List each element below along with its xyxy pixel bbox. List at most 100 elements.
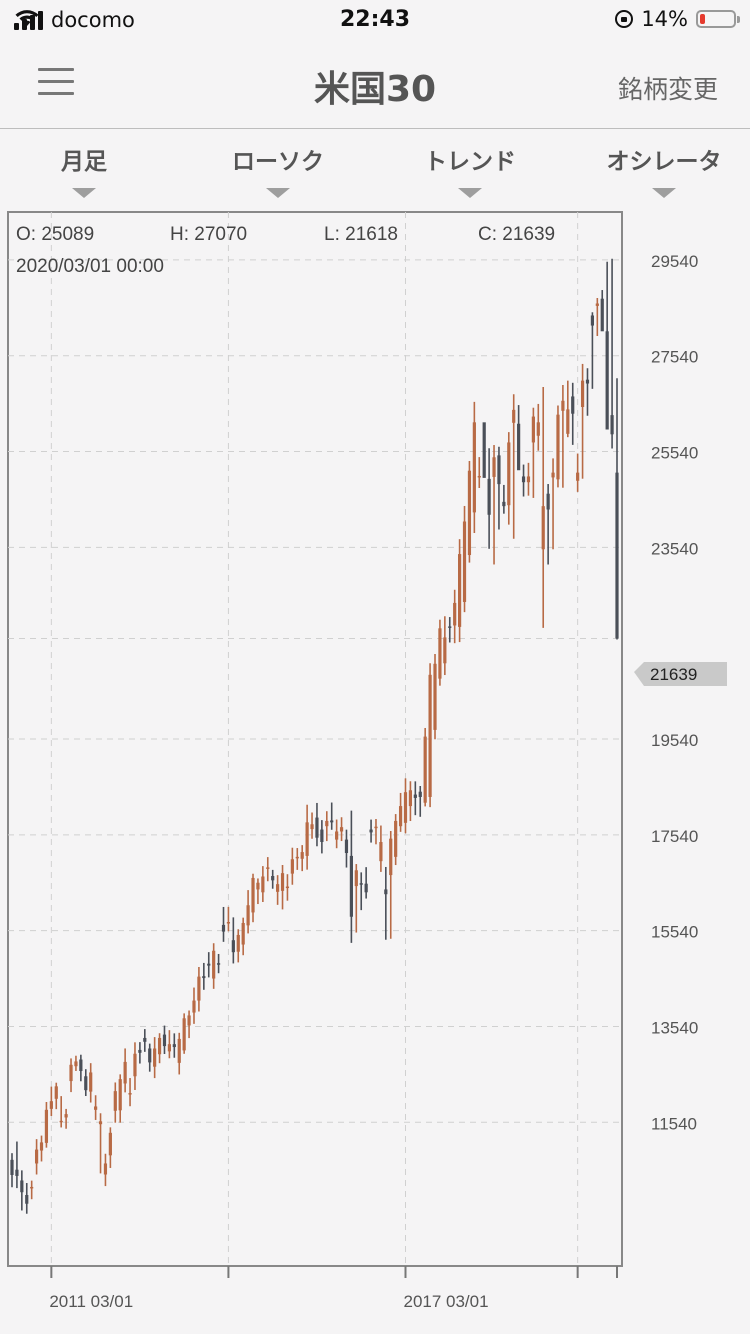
candle xyxy=(280,865,285,910)
candle-body xyxy=(600,298,604,332)
candle xyxy=(59,1096,63,1128)
candle-body xyxy=(94,1106,98,1110)
change-symbol-button[interactable]: 銘柄変更 xyxy=(617,75,718,104)
candle xyxy=(49,1086,53,1116)
tab-oscillator[interactable]: オシレータ xyxy=(594,142,734,198)
candle-body xyxy=(433,663,437,730)
y-tick-label: 11540 xyxy=(651,1114,697,1133)
y-tick-label: 15540 xyxy=(651,923,698,942)
candle xyxy=(167,1030,171,1059)
candle-body xyxy=(541,506,545,550)
candle xyxy=(241,917,245,956)
candle-body xyxy=(162,1034,167,1047)
candle xyxy=(271,869,275,889)
candle-body xyxy=(487,478,491,515)
candle xyxy=(374,819,378,845)
candle-body xyxy=(497,455,501,485)
x-tick-label: 2017 03/01 xyxy=(403,1292,488,1311)
candle-body xyxy=(477,475,481,478)
candle-body xyxy=(580,380,585,407)
candle xyxy=(108,1127,112,1168)
candle xyxy=(477,457,481,489)
candle-body xyxy=(246,905,250,926)
candle xyxy=(64,1108,68,1129)
tab-oscillator-label: オシレータ xyxy=(606,149,722,175)
ohlc-open: O: 25089 xyxy=(16,224,94,245)
candle-body xyxy=(108,1132,112,1156)
candle-body xyxy=(443,637,447,664)
candle-body xyxy=(143,1037,147,1042)
candle-body xyxy=(202,976,206,979)
candle xyxy=(34,1139,39,1175)
candle xyxy=(458,539,462,643)
candle-body xyxy=(271,876,275,881)
candle-body xyxy=(89,1072,93,1092)
candle-body xyxy=(394,820,398,857)
ohlc-low: L: 21618 xyxy=(324,224,398,245)
candle xyxy=(79,1054,83,1082)
candle xyxy=(10,1153,14,1188)
candle-body xyxy=(123,1061,127,1084)
candle-body xyxy=(64,1114,68,1118)
candle xyxy=(354,864,358,933)
candle xyxy=(507,432,511,525)
tab-chart-type-label: ローソク xyxy=(232,149,324,175)
candle xyxy=(172,1033,176,1058)
candle-body xyxy=(462,521,467,602)
candle xyxy=(590,312,595,389)
y-tick-label: 29540 xyxy=(651,252,698,271)
battery-percent: 14% xyxy=(641,7,688,31)
tab-trend[interactable]: トレンド xyxy=(404,142,536,198)
candle-body xyxy=(172,1044,176,1048)
candle-body xyxy=(418,791,422,797)
tab-trend-label: トレンド xyxy=(424,149,516,175)
candle xyxy=(103,1153,108,1187)
candle xyxy=(202,962,206,990)
candle-body xyxy=(177,1038,181,1063)
candle xyxy=(39,1135,44,1162)
candle xyxy=(403,778,408,834)
candle xyxy=(251,873,255,923)
y-axis-labels: 29540 27540 25540 23540 19540 17540 15540 13540… xyxy=(651,252,698,1133)
status-time: 22:43 xyxy=(339,7,411,32)
candle-body xyxy=(148,1048,152,1063)
candle-body xyxy=(339,827,344,832)
candle-body xyxy=(295,856,299,859)
candles xyxy=(10,258,619,1214)
candle-body xyxy=(354,870,358,887)
candle xyxy=(128,1078,132,1107)
candle xyxy=(339,817,344,842)
candle xyxy=(379,825,383,872)
candle xyxy=(497,446,501,530)
tab-chart-type[interactable]: ローソク xyxy=(212,142,344,198)
candle xyxy=(310,812,314,839)
candle-body xyxy=(192,1000,196,1013)
hamburger-icon[interactable] xyxy=(38,68,74,98)
candlestick-chart[interactable]: 29540 27540 25540 23540 19540 17540 15540 13540… xyxy=(0,208,750,1334)
candle xyxy=(389,830,393,939)
candle xyxy=(143,1029,147,1052)
candle-body xyxy=(423,736,427,803)
candle-body xyxy=(384,889,388,895)
candle-body xyxy=(276,884,280,892)
candle-body xyxy=(10,1159,14,1175)
candle xyxy=(580,363,585,479)
rotation-lock-icon xyxy=(615,10,634,28)
candle xyxy=(295,848,299,870)
y-tick-label: 13540 xyxy=(651,1018,698,1037)
candle xyxy=(571,382,575,445)
candle xyxy=(536,403,540,451)
candle-body xyxy=(556,414,560,480)
candle-body xyxy=(197,976,201,1001)
candle-body xyxy=(561,400,565,411)
candle xyxy=(605,261,609,430)
y-tick-label: 17540 xyxy=(651,827,698,846)
tab-period[interactable]: 月足 xyxy=(34,142,134,198)
x-tick-label: 2011 03/01 xyxy=(49,1292,133,1311)
chart-area[interactable]: 29540 27540 25540 23540 19540 17540 15540 13540… xyxy=(0,208,750,1334)
candle xyxy=(133,1042,137,1090)
candle-body xyxy=(261,876,265,893)
candle-body xyxy=(315,817,319,838)
carrier-name: docomo xyxy=(51,8,135,32)
candle xyxy=(216,953,221,974)
